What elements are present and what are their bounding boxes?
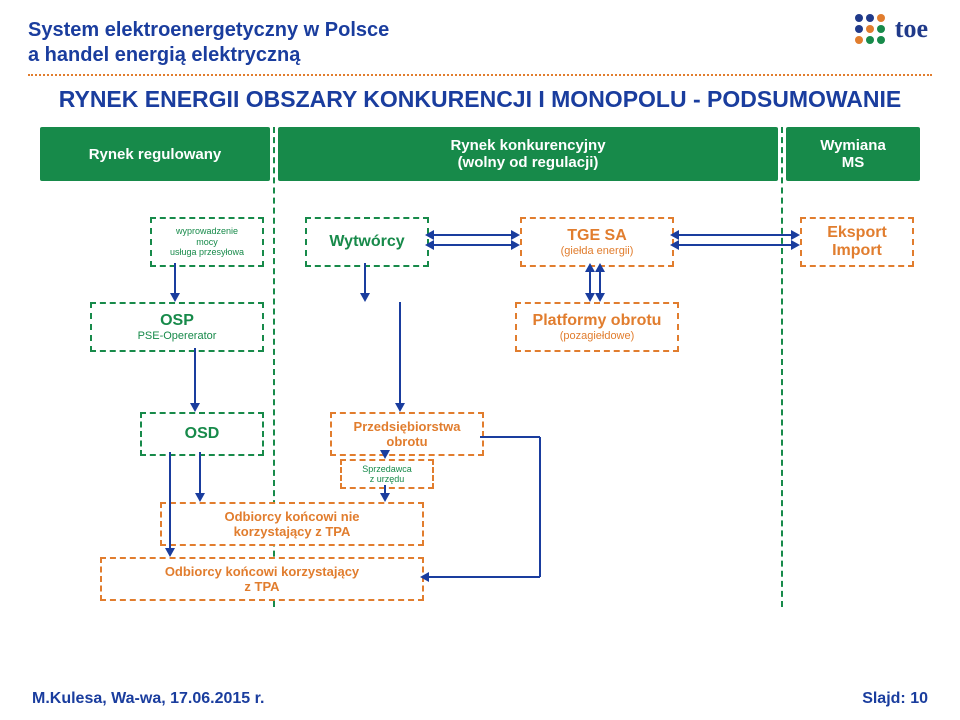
arrow-head — [670, 240, 679, 250]
logo: toe — [855, 14, 928, 44]
separator — [28, 74, 932, 76]
arrow-head — [360, 293, 370, 302]
footer-right: Slajd: 10 — [862, 690, 928, 708]
arrow-segment — [480, 436, 540, 438]
arrow-head — [425, 240, 434, 250]
arrow-head — [380, 450, 390, 459]
arrow-segment — [678, 244, 792, 246]
arrow-segment — [194, 348, 196, 404]
arrow-head — [585, 263, 595, 272]
col-header-competitive: Rynek konkurencyjny (wolny od regulacji) — [278, 127, 778, 181]
arrow-head — [395, 403, 405, 412]
arrow-segment — [169, 452, 171, 549]
arrow-segment — [599, 271, 601, 294]
arrow-head — [585, 293, 595, 302]
arrow-head — [791, 230, 800, 240]
node-wytworcy: Wytwórcy — [305, 217, 429, 267]
arrow-segment — [428, 576, 540, 578]
arrow-segment — [174, 263, 176, 294]
arrow-segment — [399, 302, 401, 404]
arrow-segment — [433, 244, 512, 246]
node-wyprow: wyprowadzenie mocy usługa przesyłowa — [150, 217, 264, 267]
node-eksport: Eksport Import — [800, 217, 914, 267]
arrow-segment — [539, 437, 541, 577]
arrow-head — [595, 263, 605, 272]
column-divider — [781, 127, 783, 607]
footer: M.Kulesa, Wa-wa, 17.06.2015 r. Slajd: 10 — [0, 690, 960, 708]
arrow-segment — [364, 263, 366, 294]
title-line2: a handel energią elektryczną — [28, 43, 932, 68]
arrow-head — [511, 230, 520, 240]
node-przeds: Przedsiębiorstwa obrotu — [330, 412, 484, 456]
title-line1: System elektroenergetyczny w Polsce — [28, 18, 932, 43]
node-platformy: Platformy obrotu(pozagiełdowe) — [515, 302, 679, 352]
page-title: System elektroenergetyczny w Polsce a ha… — [28, 18, 932, 68]
arrow-head — [195, 493, 205, 502]
slide: System elektroenergetyczny w Polsce a ha… — [0, 0, 960, 720]
logo-dots — [855, 14, 885, 44]
arrow-head — [670, 230, 679, 240]
arrow-head — [595, 293, 605, 302]
arrow-head — [380, 493, 390, 502]
arrow-segment — [433, 234, 512, 236]
arrow-head — [511, 240, 520, 250]
arrow-segment — [589, 271, 591, 294]
arrow-segment — [678, 234, 792, 236]
footer-left: M.Kulesa, Wa-wa, 17.06.2015 r. — [32, 690, 264, 708]
arrow-segment — [199, 452, 201, 494]
node-osp: OSPPSE-Opererator — [90, 302, 264, 352]
arrow-head — [420, 572, 429, 582]
node-osd: OSD — [140, 412, 264, 456]
logo-text: toe — [895, 14, 928, 44]
col-header-regulated: Rynek regulowany — [40, 127, 270, 181]
arrow-head — [791, 240, 800, 250]
arrow-head — [190, 403, 200, 412]
col-header-exchange: Wymiana MS — [786, 127, 920, 181]
diagram-canvas: Rynek regulowanyRynek konkurencyjny (wol… — [30, 127, 930, 607]
node-tge: TGE SA(giełda energii) — [520, 217, 674, 267]
arrow-head — [425, 230, 434, 240]
node-odbiorcy_nie: Odbiorcy końcowi nie korzystający z TPA — [160, 502, 424, 546]
node-odbiorcy_tpa: Odbiorcy końcowi korzystający z TPA — [100, 557, 424, 601]
arrow-head — [170, 293, 180, 302]
arrow-head — [165, 548, 175, 557]
node-sprzedawca: Sprzedawca z urzędu — [340, 459, 434, 489]
section-title: RYNEK ENERGII OBSZARY KONKURENCJI I MONO… — [28, 86, 932, 113]
